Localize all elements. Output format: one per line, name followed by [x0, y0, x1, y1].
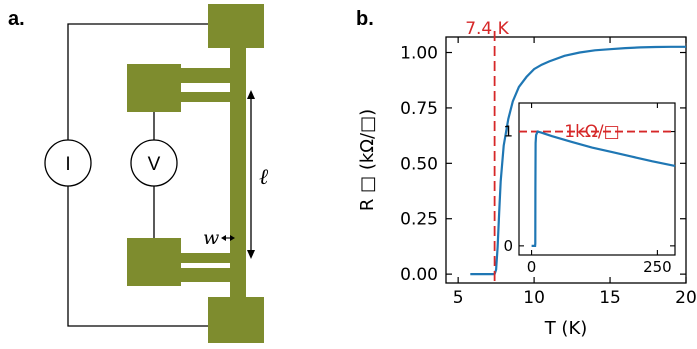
current-pad-bottom: [208, 297, 264, 343]
x-tick-label: 20: [675, 288, 697, 308]
panel-a-label: a.: [8, 8, 25, 30]
main-plot-frame: [445, 36, 687, 284]
x-tick-label: 5: [453, 288, 464, 308]
y-tick-label: 1.00: [400, 44, 438, 64]
panel-b-label: b.: [356, 8, 374, 30]
inset-x-tick-label: 250: [643, 258, 672, 276]
y-tick-label: 0.50: [400, 154, 438, 174]
y-tick-label: 0.75: [400, 99, 438, 119]
inset-plot-frame: [518, 102, 676, 256]
voltage-meter-label: V: [148, 154, 161, 175]
inset-y-tick-label: 1: [503, 123, 513, 141]
width-symbol: w: [203, 227, 219, 249]
resistance-curve: [470, 45, 686, 276]
length-dimension-arrow: [247, 90, 255, 259]
voltage-pad-top: [127, 64, 181, 112]
voltage-pad-bottom: [127, 238, 181, 286]
channel-strip: [230, 44, 246, 300]
inset-resistance-curve: [531, 130, 676, 247]
voltage-arm-bottom-lower: [178, 268, 232, 282]
inset-chart: 0 250 0 1: [503, 102, 676, 276]
inset-y-tick-label: 0: [503, 237, 513, 255]
main-chart: 5 10 15 200.000.250.500.751.00: [400, 31, 697, 308]
voltage-arm-bottom: [178, 253, 232, 263]
hall-bar-device: [127, 4, 264, 343]
x-tick-label: 15: [599, 288, 621, 308]
x-tick-label: 10: [523, 288, 545, 308]
voltage-arm-top: [178, 68, 232, 83]
inset-x-tick-label: 0: [527, 258, 537, 276]
y-tick-label: 0.25: [400, 210, 438, 230]
current-meter: I: [44, 139, 92, 187]
inset-annotation: 1kΩ/□: [564, 122, 619, 142]
voltage-meter: V: [130, 139, 178, 187]
x-axis-label: T (K): [544, 318, 588, 339]
length-symbol: ℓ: [259, 165, 269, 190]
voltage-arm-top-lower: [178, 92, 232, 102]
y-tick-label: 0.00: [400, 265, 438, 285]
current-meter-label: I: [65, 154, 70, 175]
tc-annotation: 7.4 K: [465, 19, 509, 39]
current-pad-top: [208, 4, 264, 48]
width-dimension-arrow: [221, 235, 235, 241]
y-axis-label: R □ (kΩ/□): [357, 109, 378, 211]
